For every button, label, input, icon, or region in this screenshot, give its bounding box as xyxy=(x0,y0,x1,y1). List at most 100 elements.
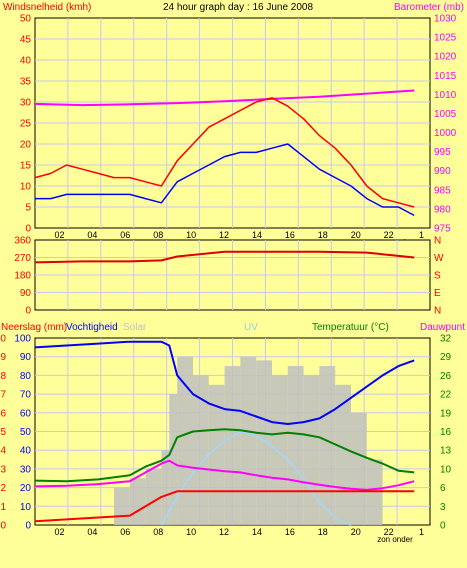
x-tick-label: 22 xyxy=(384,230,394,240)
y-tick-label-left: 0 xyxy=(25,224,31,235)
y-tick-label-left: 4 xyxy=(0,446,6,457)
y-tick-label-right: 22 xyxy=(440,390,452,401)
y-tick-label-left: 15 xyxy=(20,161,32,172)
y-tick-label-left: 80 xyxy=(20,371,32,382)
solar-bar xyxy=(287,366,304,525)
solar-bar xyxy=(224,366,241,525)
y-tick-label-left: 360 xyxy=(14,236,31,247)
y-tick-label-left: 25 xyxy=(20,119,32,130)
y-tick-label-left: 30 xyxy=(20,464,32,475)
y-tick-label-right: 10 xyxy=(440,464,452,475)
x-tick-label: 16 xyxy=(285,527,295,537)
y-tick-label-left: 0 xyxy=(25,521,31,532)
x-tick-label: 08 xyxy=(153,527,163,537)
y-tick-label-right: 1010 xyxy=(434,90,457,101)
x-tick-label: 18 xyxy=(318,527,328,537)
solar-bar xyxy=(319,366,336,525)
uv-axis-label: UV xyxy=(244,322,258,333)
y-tick-label-right: 0 xyxy=(440,521,446,532)
direction-label: E xyxy=(434,288,441,299)
y-tick-label-right: 1020 xyxy=(434,52,457,63)
y-tick-label-left: 70 xyxy=(20,390,32,401)
y-tick-label-right: 975 xyxy=(434,224,451,235)
y-tick-label-right: 19 xyxy=(440,408,452,419)
x-tick-label: 02 xyxy=(54,230,64,240)
series-line-neerslag xyxy=(34,490,415,523)
solar-bar xyxy=(335,384,351,525)
y-tick-label-right: 990 xyxy=(434,166,451,177)
y-tick-label-right: 1025 xyxy=(434,33,457,44)
series-line-temperatuur xyxy=(34,428,415,483)
wind-barometer-panel: 0510152025303540455097598098599099510001… xyxy=(20,14,457,248)
series-line-vochtigheid xyxy=(34,340,415,425)
y-tick-label-left: 10 xyxy=(0,334,6,345)
humidity-axis-label: Vochtigheid xyxy=(66,322,118,333)
y-tick-label-right: 1005 xyxy=(434,109,457,120)
x-tick-label: 02 xyxy=(54,527,64,537)
y-tick-label-right: 13 xyxy=(440,446,452,457)
solar-bar xyxy=(177,356,193,525)
rain-axis-label: Neerslag (mm) xyxy=(1,322,67,333)
solar-bar xyxy=(208,384,225,525)
y-tick-label-right: 6 xyxy=(440,483,446,494)
y-tick-label-left: 3 xyxy=(0,464,6,475)
solar-bar xyxy=(129,478,146,525)
x-tick-label: 08 xyxy=(153,230,163,240)
y-tick-label-left: 20 xyxy=(20,483,32,494)
y-tick-label-left: 10 xyxy=(20,502,32,513)
x-tick-label: 14 xyxy=(252,527,262,537)
series-line-dauwpunt xyxy=(34,459,415,491)
y-tick-label-left: 50 xyxy=(20,427,32,438)
y-tick-label-left: 0 xyxy=(0,521,6,532)
x-tick-label: 14 xyxy=(252,230,262,240)
y-tick-label-left: 90 xyxy=(20,288,32,299)
dewpoint-axis-label: Dauwpunt xyxy=(420,322,465,333)
y-tick-label-right: 1000 xyxy=(434,128,457,139)
series-line-windsnelheid xyxy=(34,97,415,208)
y-tick-label-left: 50 xyxy=(20,14,32,25)
y-tick-label-left: 10 xyxy=(20,182,32,193)
y-tick-label-right: 16 xyxy=(440,427,452,438)
x-tick-label: 20 xyxy=(351,230,361,240)
x-tick-label: 16 xyxy=(285,230,295,240)
y-tick-label-right: 32 xyxy=(440,334,452,345)
solar-bar xyxy=(351,412,367,525)
solar-axis-label: Solar xyxy=(123,322,147,333)
x-tick-label: 04 xyxy=(87,527,97,537)
y-tick-label-left: 45 xyxy=(20,35,32,46)
y-tick-label-right: 980 xyxy=(434,204,451,215)
y-tick-label-left: 60 xyxy=(20,408,32,419)
direction-label: W xyxy=(434,253,444,264)
x-tick-label: 10 xyxy=(186,230,196,240)
solar-bar xyxy=(161,450,170,525)
x-tick-label: 10 xyxy=(186,527,196,537)
y-tick-label-left: 180 xyxy=(14,271,31,282)
y-tick-label-left: 30 xyxy=(20,98,32,109)
x-tick-label: 06 xyxy=(120,230,130,240)
y-tick-label-right: 29 xyxy=(440,352,452,363)
y-tick-label-left: 7 xyxy=(0,390,6,401)
temperature-axis-label: Temperatuur (°C) xyxy=(312,322,389,333)
y-tick-label-right: 995 xyxy=(434,147,451,158)
x-tick-label: 22 xyxy=(384,527,394,537)
y-tick-label-left: 40 xyxy=(20,446,32,457)
y-tick-label-left: 1 xyxy=(0,502,6,513)
y-tick-label-left: 35 xyxy=(20,77,32,88)
y-tick-label-right: 26 xyxy=(440,371,452,382)
x-tick-label: 04 xyxy=(87,230,97,240)
y-tick-label-right: 985 xyxy=(434,185,451,196)
barometer-axis-label: Barometer (mb) xyxy=(394,2,464,13)
solar-bar xyxy=(169,394,178,525)
y-tick-label-right: 1015 xyxy=(434,71,457,82)
x-tick-label: 12 xyxy=(219,230,229,240)
x-tick-label: 20 xyxy=(351,527,361,537)
x-axis-note: zon onder xyxy=(377,535,413,544)
y-tick-label-left: 6 xyxy=(0,408,6,419)
direction-label: S xyxy=(434,271,441,282)
solar-bar xyxy=(193,375,209,525)
solar-bar xyxy=(145,468,162,525)
y-tick-label-left: 20 xyxy=(20,140,32,151)
